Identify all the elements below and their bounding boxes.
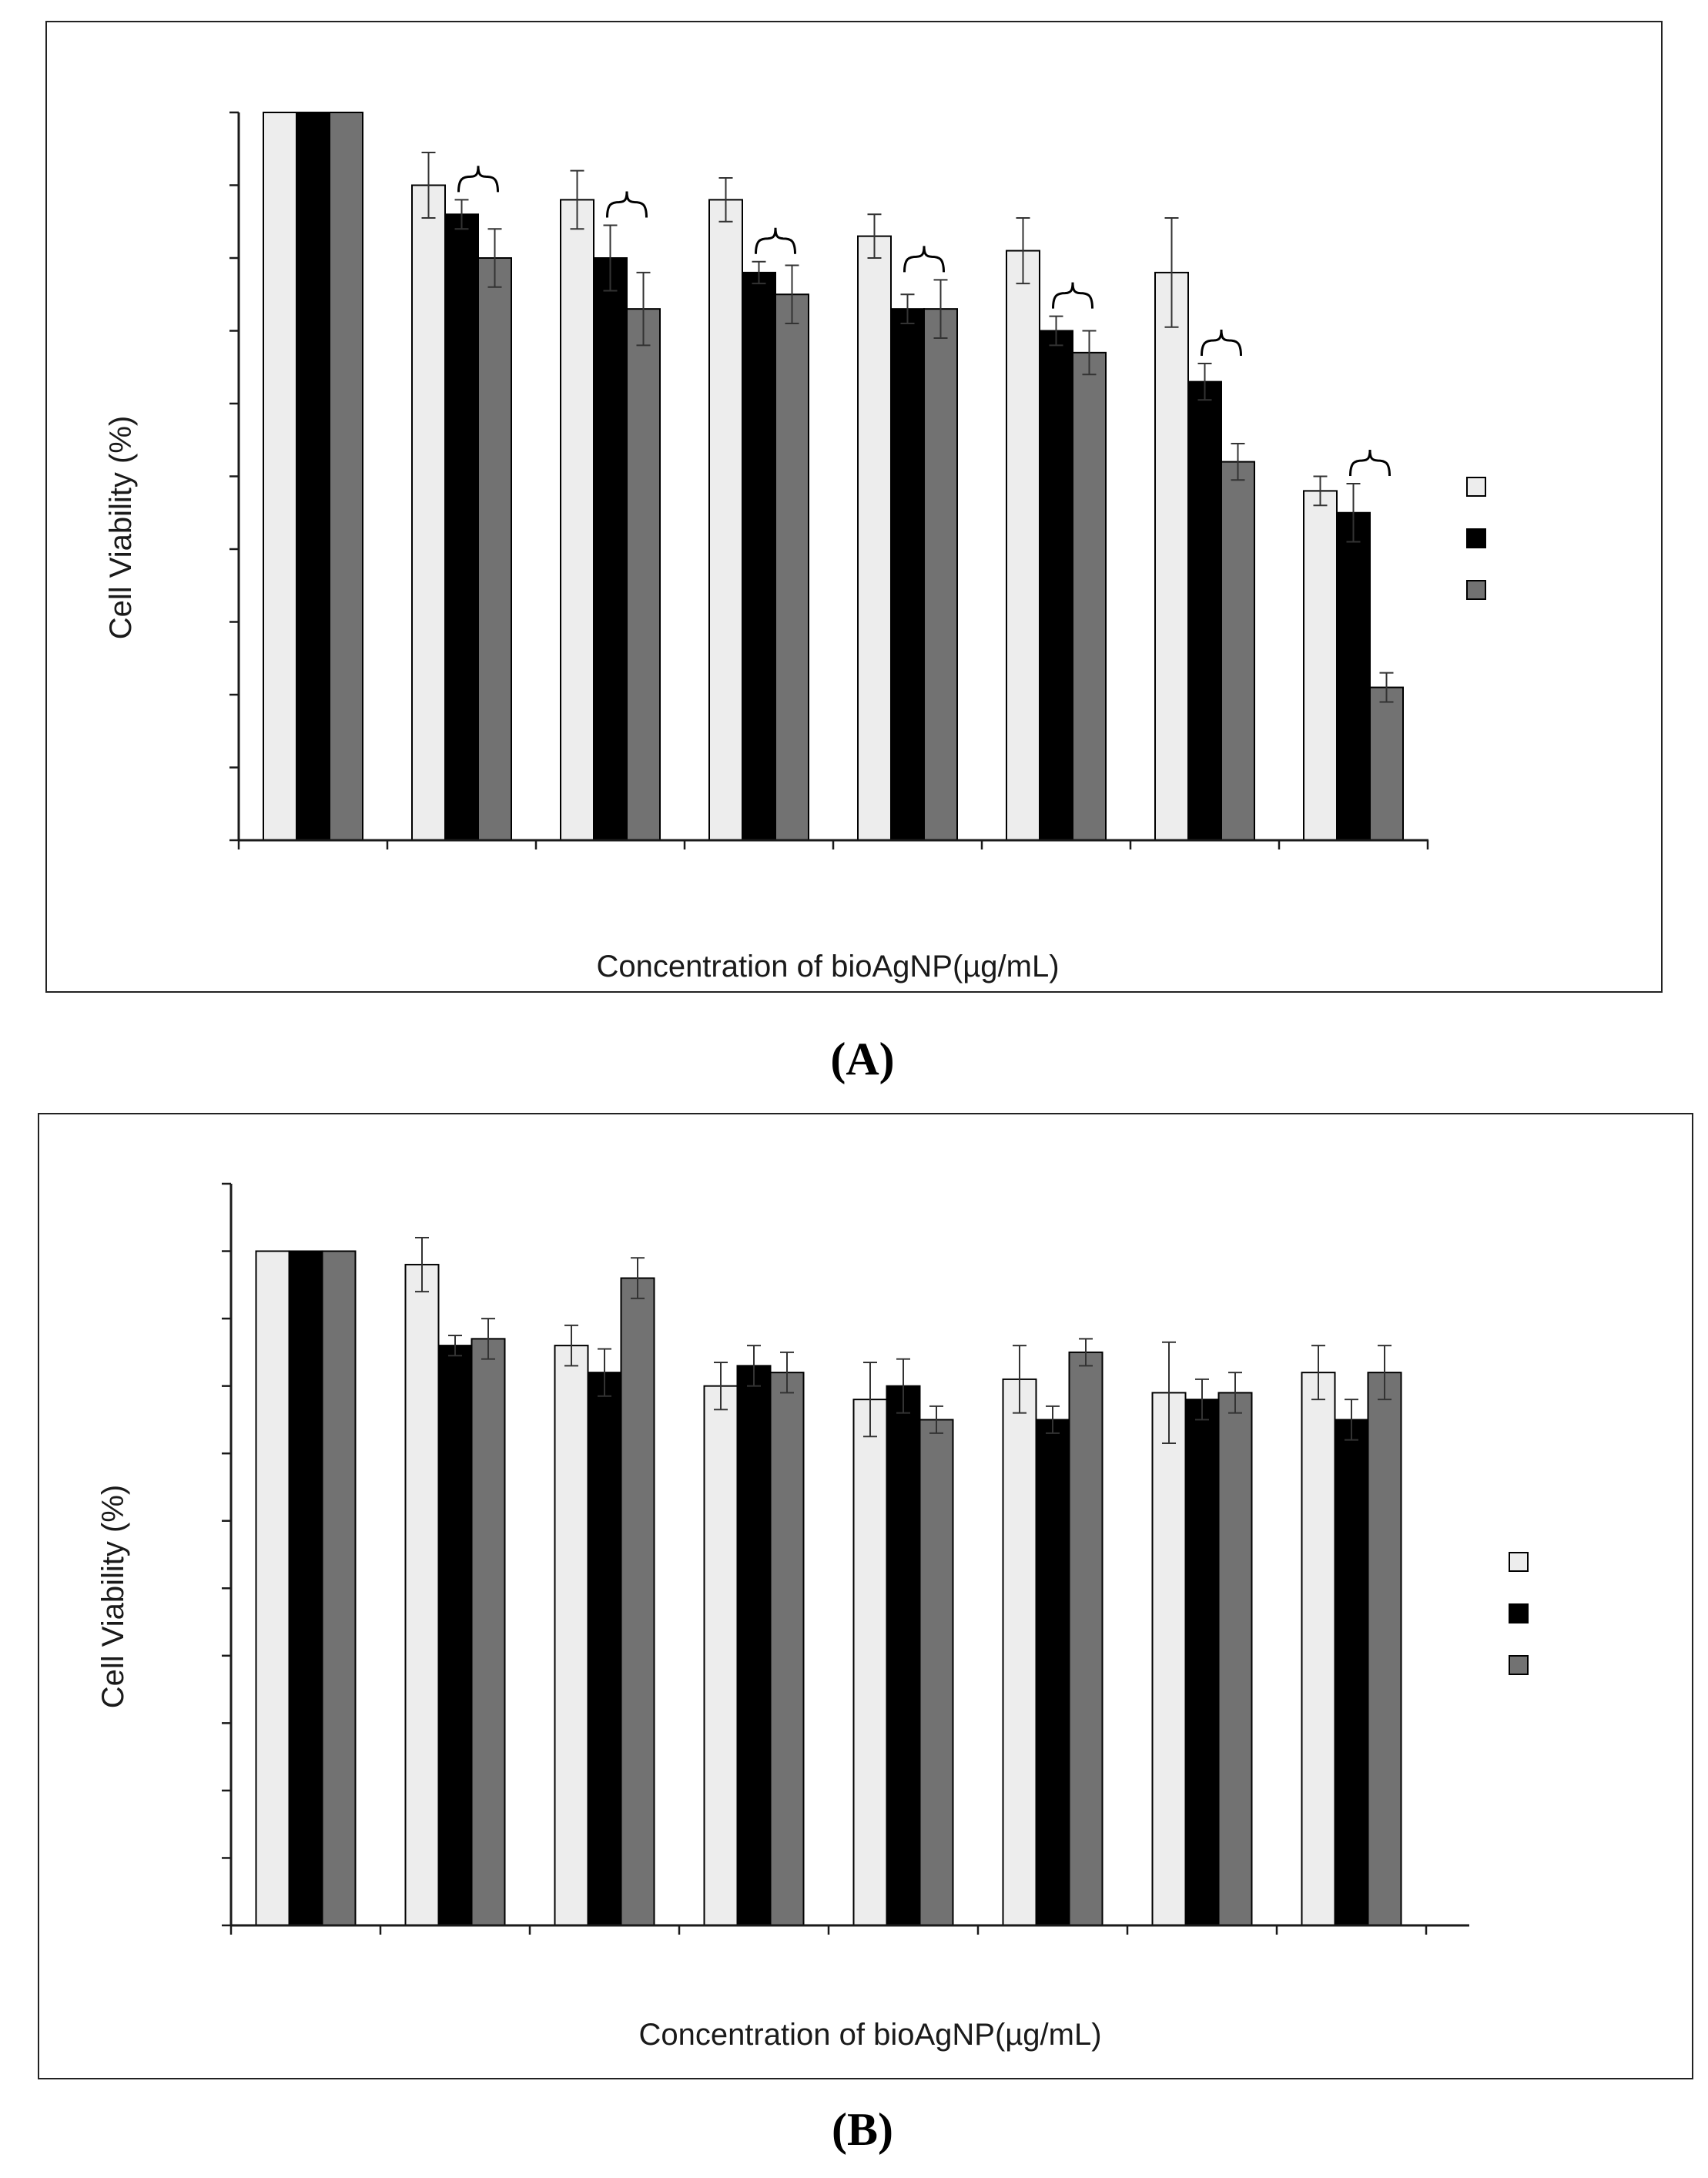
chart-b-bar-24h-50 xyxy=(1002,1378,1037,1926)
chart-a-sig-bracket xyxy=(457,166,499,193)
chart-b-bar-72h-Untreated xyxy=(321,1250,357,1926)
chart-a-bar-24h-50 xyxy=(1006,250,1040,841)
chart-a-bar-72h-Untreated xyxy=(329,112,363,841)
chart-b: Cell Viability (%) Concentration of bioA… xyxy=(96,1182,1529,2052)
chart-a-bar-24h-12.5 xyxy=(708,199,743,841)
chart-a-bar-48h-100 xyxy=(1187,380,1222,841)
chart-a-bar-48h-12.5 xyxy=(742,271,776,841)
chart-b-bar-72h-200 xyxy=(1367,1372,1402,1927)
chart-a-bar-72h-50 xyxy=(1072,351,1107,842)
chart-b-bar-24h-Untreated xyxy=(255,1250,290,1926)
chart-b-bar-24h-3.13 xyxy=(404,1264,440,1926)
chart-b-bar-48h-25 xyxy=(886,1385,921,1926)
chart-a-bar-24h-200 xyxy=(1303,490,1338,842)
chart-b-bar-24h-12.5 xyxy=(703,1385,738,1926)
chart-b-bar-24h-200 xyxy=(1301,1372,1336,1927)
chart-a-bar-24h-25 xyxy=(857,235,892,841)
chart-b-bar-24h-25 xyxy=(852,1399,888,1927)
chart-b-bar-72h-50 xyxy=(1068,1351,1104,1926)
chart-b-xlabel: Concentration of bioAgNP(µg/mL) xyxy=(638,2018,1101,2052)
chart-a-bar-48h-3.13 xyxy=(444,213,479,841)
chart-b-ylabel: Cell Viability (%) xyxy=(96,1485,130,1708)
panel-b-label: (B) xyxy=(832,2104,893,2155)
chart-b-bar-72h-100 xyxy=(1217,1392,1253,1926)
chart-b-legend-swatch-48h xyxy=(1509,1603,1529,1623)
chart-b-bar-72h-3.13 xyxy=(471,1338,506,1926)
chart-b-bar-48h-12.5 xyxy=(736,1365,772,1926)
chart-b-bar-48h-Untreated xyxy=(288,1250,323,1926)
chart-b-bar-48h-6.25 xyxy=(587,1372,622,1927)
chart-a-xlabel: Concentration of bioAgNP(µg/mL) xyxy=(596,950,1059,983)
chart-b-bar-48h-100 xyxy=(1184,1399,1220,1927)
chart-b-bar-24h-100 xyxy=(1151,1392,1187,1926)
chart-a-bar-72h-25 xyxy=(923,308,958,841)
chart-a-sig-bracket xyxy=(1201,330,1242,357)
chart-b-legend-swatch-72h xyxy=(1509,1655,1529,1675)
chart-a-bar-72h-6.25 xyxy=(626,308,661,841)
chart-a-sig-bracket xyxy=(606,191,648,218)
chart-a-bar-72h-100 xyxy=(1221,461,1255,841)
chart-b-bar-48h-200 xyxy=(1334,1419,1369,1926)
chart-a-bar-24h-3.13 xyxy=(411,184,446,841)
chart-a-bar-72h-200 xyxy=(1369,686,1404,841)
chart-a-bar-48h-6.25 xyxy=(593,257,628,841)
chart-a-bar-24h-100 xyxy=(1154,271,1189,841)
chart-a-sig-bracket xyxy=(755,227,796,254)
chart-b-bar-48h-3.13 xyxy=(437,1345,473,1927)
chart-a-legend-swatch-72h xyxy=(1466,580,1486,600)
chart-b-bar-48h-50 xyxy=(1035,1419,1070,1926)
chart-a-sig-bracket xyxy=(903,246,945,273)
chart-a-bar-48h-25 xyxy=(890,308,925,841)
chart-a-sig-bracket xyxy=(1052,282,1093,309)
chart-a-ylabel: Cell Viability (%) xyxy=(104,416,138,639)
chart-a-bar-48h-200 xyxy=(1336,511,1371,841)
chart-a-bar-24h-Untreated xyxy=(263,112,297,841)
chart-a-bar-48h-50 xyxy=(1039,330,1073,841)
chart-a-legend-swatch-48h xyxy=(1466,528,1486,548)
chart-a-bar-48h-Untreated xyxy=(296,112,330,841)
chart-a-legend-swatch-24h xyxy=(1466,477,1486,497)
panel-a-label: (A) xyxy=(830,1034,894,1084)
chart-b-bar-72h-6.25 xyxy=(620,1277,655,1926)
chart-a-bar-72h-3.13 xyxy=(477,257,512,841)
chart-b-legend-swatch-24h xyxy=(1509,1552,1529,1572)
chart-a: Cell Viability (%) Concentration of bioA… xyxy=(104,111,1486,983)
chart-b-bar-72h-25 xyxy=(919,1419,954,1926)
chart-b-bar-24h-6.25 xyxy=(554,1345,589,1927)
chart-b-bar-72h-12.5 xyxy=(769,1372,805,1927)
chart-a-bar-72h-12.5 xyxy=(775,293,809,841)
chart-a-sig-bracket xyxy=(1349,449,1391,476)
chart-a-bar-24h-6.25 xyxy=(560,199,594,841)
